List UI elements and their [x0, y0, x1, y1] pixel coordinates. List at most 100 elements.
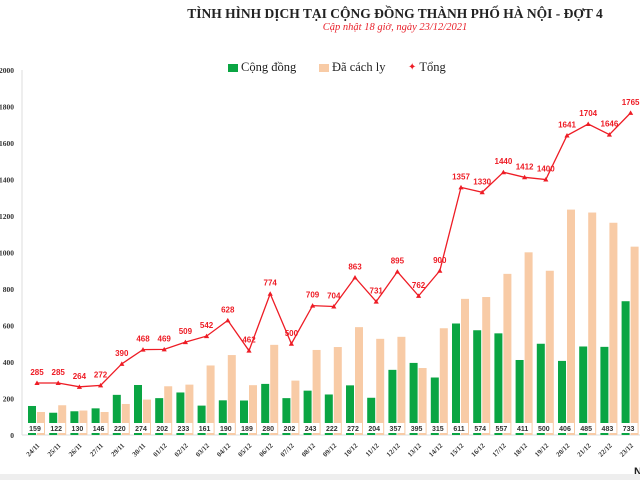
- data-label-total: 1440: [495, 157, 513, 166]
- marker-total: [76, 384, 82, 389]
- data-label-bg: [174, 423, 193, 433]
- data-label-community: 190: [220, 426, 232, 433]
- x-tick-label: 10/12: [342, 441, 359, 458]
- x-tick-label: 11/12: [364, 441, 381, 458]
- bar-isolated: [249, 385, 257, 435]
- x-tick-label: 18/12: [512, 441, 529, 458]
- bottom-strip: [0, 474, 640, 480]
- bar-community: [112, 394, 121, 435]
- bar-isolated: [630, 246, 639, 435]
- marker-total: [288, 341, 294, 346]
- data-label-community: 483: [602, 426, 614, 433]
- data-label-total: 469: [158, 334, 172, 343]
- x-tick-label: 02/12: [173, 441, 190, 458]
- data-label-community: 557: [496, 426, 508, 433]
- marker-total: [161, 346, 167, 352]
- data-label-bg: [471, 423, 490, 433]
- marker-total: [585, 121, 591, 127]
- data-label-total: 468: [136, 335, 150, 344]
- legend-item-total: ✦ Tổng: [408, 60, 446, 75]
- bar-community: [240, 400, 248, 435]
- y-tick-label: 400: [3, 358, 15, 367]
- bar-community: [261, 383, 270, 435]
- y-tick-label: 1000: [0, 249, 14, 258]
- x-tick-label: 05/12: [236, 441, 253, 458]
- data-label-total: 1641: [558, 121, 576, 130]
- marker-total: [55, 380, 61, 385]
- marker-total: [331, 304, 337, 309]
- x-tick-label: 22/12: [597, 441, 614, 458]
- marker-total: [352, 275, 358, 280]
- data-label-community: 272: [347, 426, 359, 433]
- x-tick-label: 17/12: [491, 441, 508, 458]
- data-label-bg: [450, 423, 468, 433]
- data-label-bg: [365, 423, 384, 433]
- data-label-bg: [534, 423, 553, 433]
- data-label-bg: [195, 423, 214, 433]
- data-label-bg: [110, 423, 129, 433]
- bar-isolated: [291, 380, 300, 435]
- data-label-bg: [513, 423, 532, 433]
- marker-total: [458, 184, 464, 190]
- data-label-total: 1412: [516, 162, 534, 171]
- bar-isolated: [609, 222, 618, 435]
- data-label-community: 159: [29, 426, 41, 433]
- bar-community: [346, 385, 354, 435]
- x-tick-label: 20/12: [554, 441, 571, 458]
- data-label-bg: [492, 423, 511, 433]
- bar-community: [303, 390, 312, 435]
- data-label-community: 500: [538, 426, 550, 433]
- marker-total: [416, 293, 422, 298]
- bar-community: [430, 377, 439, 435]
- data-label-community: 130: [72, 426, 84, 433]
- data-label-total: 900: [433, 256, 447, 265]
- marker-total: [437, 268, 443, 273]
- marker-total: [522, 174, 528, 180]
- marker-total: [310, 303, 316, 308]
- marker-total: [564, 133, 570, 138]
- x-tick-label: 30/11: [131, 441, 148, 458]
- data-label-community: 189: [241, 426, 253, 433]
- legend-item-isolated: Đã cách ly: [319, 60, 385, 75]
- data-label-bg: [68, 423, 87, 433]
- data-label-total: 1704: [579, 109, 597, 118]
- x-tick-label: 25/11: [46, 441, 63, 458]
- x-tick-label: 03/12: [194, 441, 211, 458]
- bar-isolated: [270, 344, 279, 435]
- data-label-total: 774: [264, 279, 278, 288]
- data-label-bg: [26, 423, 44, 433]
- bar-isolated: [482, 297, 491, 435]
- data-label-bg: [344, 423, 362, 433]
- data-label-total: 462: [242, 336, 256, 345]
- x-tick-label: 13/12: [406, 441, 423, 458]
- data-label-total: 1400: [537, 165, 555, 174]
- data-label-total: 628: [221, 305, 235, 314]
- data-label-community: 411: [517, 426, 528, 433]
- data-label-total: 500: [285, 329, 299, 338]
- marker-total: [204, 333, 210, 339]
- bar-isolated: [143, 399, 151, 435]
- marker-total: [373, 299, 379, 304]
- data-label-total: 285: [52, 368, 66, 377]
- data-label-total: 731: [370, 287, 384, 296]
- marker-total: [606, 132, 612, 137]
- bar-community: [28, 405, 36, 435]
- data-label-community: 395: [411, 426, 423, 433]
- bar-community: [176, 392, 185, 435]
- data-label-total: 762: [412, 281, 426, 290]
- data-label-community: 220: [114, 426, 126, 433]
- legend-marker-total: ✦: [408, 62, 417, 73]
- bar-community: [218, 400, 227, 435]
- bar-community: [536, 343, 545, 435]
- bar-isolated: [58, 405, 67, 435]
- bar-isolated: [439, 328, 448, 435]
- bar-community: [367, 397, 376, 435]
- data-label-bg: [280, 423, 299, 433]
- chart-title: TÌNH HÌNH DỊCH TẠI CỘNG ĐỒNG THÀNH PHỐ H…: [187, 6, 603, 21]
- bar-community: [134, 384, 142, 435]
- data-label-bg: [386, 423, 405, 433]
- bar-community: [515, 359, 524, 435]
- data-label-total: 1646: [601, 120, 619, 129]
- data-label-community: 202: [156, 426, 168, 433]
- x-tick-label: 01/12: [152, 441, 169, 458]
